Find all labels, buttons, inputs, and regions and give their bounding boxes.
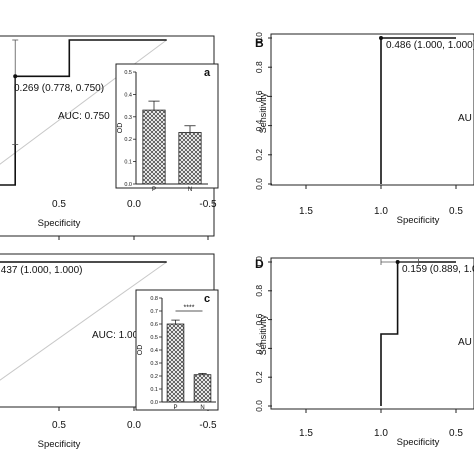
x-tick-label: 1.0 bbox=[374, 206, 388, 217]
auc-label: AU bbox=[458, 337, 472, 348]
y-tick-label: 0.6 bbox=[254, 90, 264, 102]
inset-y-tick-label: 0.5 bbox=[124, 70, 132, 76]
reference-diagonal bbox=[0, 261, 167, 381]
x-tick-label: 0.0 bbox=[127, 420, 141, 431]
threshold-point bbox=[395, 260, 400, 264]
y-tick-label: 1.0 bbox=[254, 32, 264, 44]
inset-y-tick-label: 0.3 bbox=[150, 361, 158, 367]
inset-y-tick-label: 0.4 bbox=[124, 92, 132, 98]
y-tick-label: 0.8 bbox=[254, 61, 264, 73]
inset-bar bbox=[142, 109, 166, 185]
auc-label: AUC: 1.000 bbox=[92, 330, 144, 341]
y-tick-label: 0.8 bbox=[254, 285, 264, 297]
inset-frame bbox=[115, 63, 219, 189]
x-tick-label: -0.5 bbox=[199, 420, 217, 431]
threshold-point bbox=[13, 74, 18, 79]
y-tick-label: 0.4 bbox=[254, 342, 264, 354]
panel-a: 0.269 (0.778, 0.750) AUC: 0.750 0.5 0.0 -0.5… bbox=[0, 35, 219, 240]
y-tick-label: 0.4 bbox=[254, 119, 264, 131]
plot-frame bbox=[270, 257, 474, 410]
y-tick-label: 1.0 bbox=[254, 256, 264, 268]
significance-label: **** bbox=[184, 305, 195, 312]
inset-y-tick-label: 0.8 bbox=[150, 296, 158, 302]
plot-area bbox=[0, 261, 167, 381]
inset-letter: c bbox=[204, 293, 210, 305]
inset-y-tick-label: 0.2 bbox=[150, 374, 158, 380]
x-axis-label: Specificity bbox=[397, 215, 440, 226]
threshold-label: .437 (1.000, 1.000) bbox=[0, 265, 83, 276]
inset-y-axis-label: OD bbox=[117, 123, 124, 134]
x-tick-label: 0.0 bbox=[127, 199, 141, 210]
plot-area bbox=[380, 259, 456, 406]
inset-y-tick-label: 0.2 bbox=[124, 137, 132, 143]
auc-label: AUC: 0.750 bbox=[58, 111, 110, 122]
inset-bar bbox=[178, 132, 202, 185]
inset-bar-chart: 0.0 0.1 0.2 0.3 0.4 0.5 OD P Na bbox=[115, 63, 219, 193]
plot-frame bbox=[270, 33, 474, 186]
x-tick-label: -0.5 bbox=[199, 199, 217, 210]
x-tick-label: 1.5 bbox=[299, 428, 313, 439]
x-axis-label: Specificity bbox=[38, 218, 81, 229]
roc-curve bbox=[380, 37, 456, 184]
panel-d: 0.159 (0.889, 1.000) AU 1.5 1.0 0.5 Specifici… bbox=[254, 256, 474, 448]
inset-category-label: P bbox=[173, 405, 177, 411]
threshold-label: 0.486 (1.000, 1.000) bbox=[386, 40, 474, 51]
x-tick-label: 0.5 bbox=[449, 428, 463, 439]
inset-y-tick-label: 0.0 bbox=[124, 182, 132, 188]
panel-b: 0.486 (1.000, 1.000) AU 1.5 1.0 0.5 Specifici… bbox=[254, 32, 474, 226]
panel-c: .437 (1.000, 1.000) AUC: 1.000 0.5 0.0 -0.5 S… bbox=[0, 253, 219, 450]
inset-category-label: P bbox=[152, 187, 156, 193]
x-axis-label: Specificity bbox=[397, 437, 440, 448]
threshold-point bbox=[379, 36, 383, 40]
inset-y-tick-label: 0.3 bbox=[124, 115, 132, 121]
y-axis-label: Sensitivity bbox=[258, 314, 268, 355]
inset-y-tick-label: 0.4 bbox=[150, 348, 158, 354]
auc-label: AU bbox=[458, 113, 472, 124]
inset-bar bbox=[193, 374, 212, 403]
panel-letter: B bbox=[255, 36, 264, 50]
inset-y-tick-label: 0.0 bbox=[150, 400, 158, 406]
inset-y-tick-label: 0.5 bbox=[150, 335, 158, 341]
inset-y-tick-label: 0.7 bbox=[150, 309, 158, 315]
inset-letter: a bbox=[204, 67, 211, 79]
x-tick-label: 1.5 bbox=[299, 206, 313, 217]
y-tick-label: 0.0 bbox=[254, 178, 264, 190]
x-tick-label: 1.0 bbox=[374, 428, 388, 439]
roc-curve bbox=[380, 261, 456, 406]
inset-y-tick-label: 0.1 bbox=[150, 387, 158, 393]
y-tick-label: 0.2 bbox=[254, 149, 264, 161]
x-axis-label: Specificity bbox=[38, 439, 81, 450]
inset-category-label: N bbox=[200, 405, 204, 411]
inset-category-label: N bbox=[188, 187, 192, 193]
x-tick-label: 0.5 bbox=[449, 206, 463, 217]
y-tick-label: 0.0 bbox=[254, 400, 264, 412]
y-tick-label: 0.2 bbox=[254, 371, 264, 383]
inset-y-axis-label: OD bbox=[137, 345, 144, 356]
inset-y-tick-label: 0.1 bbox=[124, 160, 132, 166]
x-tick-label: 0.5 bbox=[52, 420, 66, 431]
y-axis-label: Sensitivity bbox=[258, 92, 268, 133]
panel-letter: D bbox=[255, 257, 264, 271]
inset-bar bbox=[166, 323, 185, 403]
y-tick-label: 0.6 bbox=[254, 313, 264, 325]
threshold-label: 0.269 (0.778, 0.750) bbox=[14, 83, 104, 94]
inset-y-tick-label: 0.6 bbox=[150, 322, 158, 328]
x-tick-label: 0.5 bbox=[52, 199, 66, 210]
inset-bar-chart: 0.0 0.1 0.2 0.3 0.4 0.5 0.6 0.7 0.8 OD P N **** c bbox=[135, 289, 219, 411]
threshold-label: 0.159 (0.889, 1.000) bbox=[402, 264, 474, 275]
plot-area bbox=[379, 36, 456, 184]
